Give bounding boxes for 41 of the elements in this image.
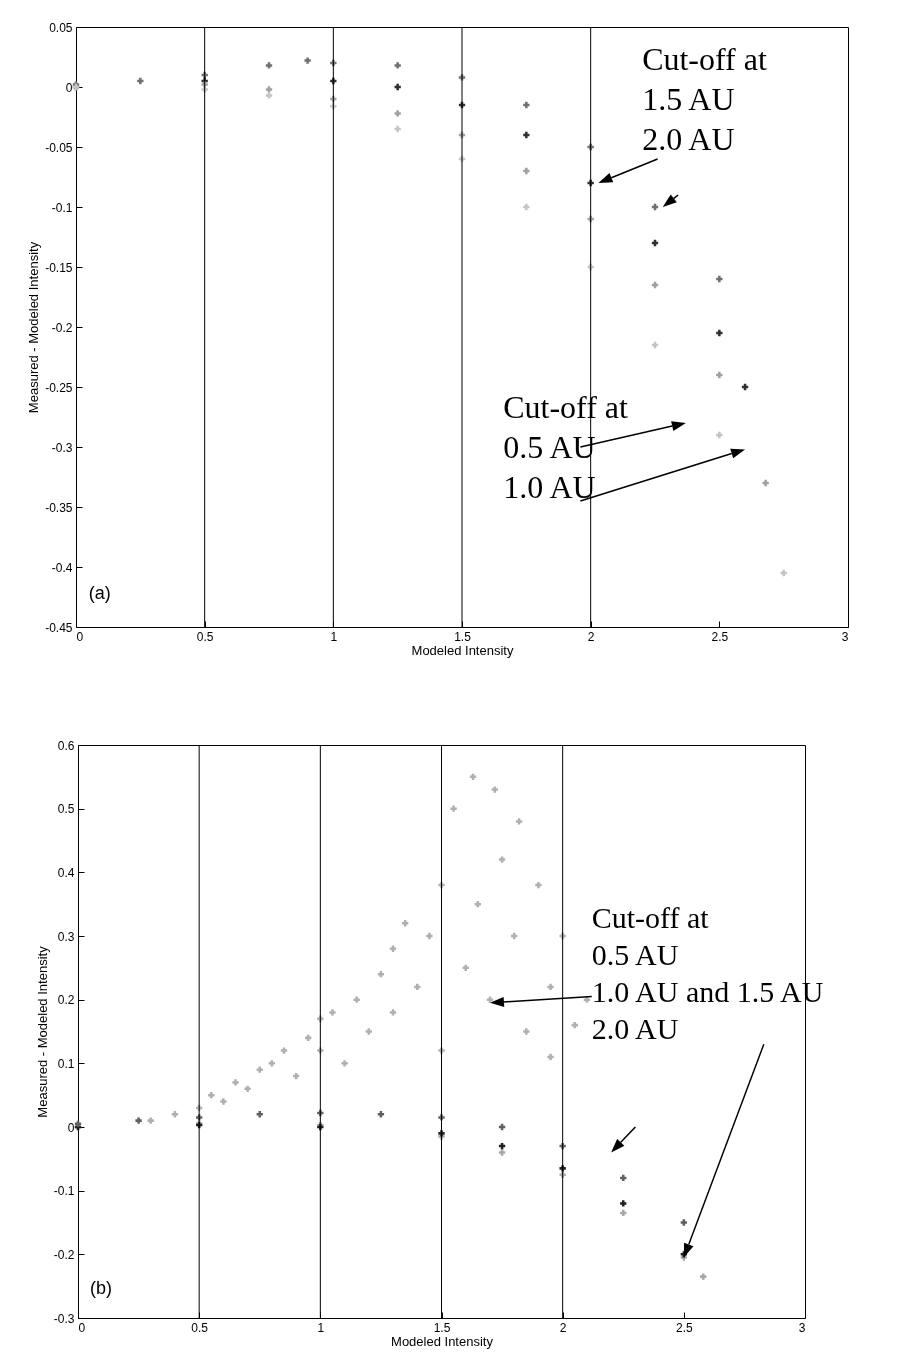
y-tick-label: -0.2 — [51, 320, 73, 335]
x-tick-label: 2.5 — [675, 1320, 693, 1335]
annotation: (b) — [90, 1277, 113, 1298]
x-tick-label: 3 — [798, 1320, 806, 1335]
x-tick-label: 1 — [317, 1320, 325, 1335]
y-tick-label: -0.1 — [51, 200, 73, 215]
x-tick-label: 3 — [841, 629, 849, 644]
y-tick-label: 0.2 — [57, 993, 75, 1008]
annotation: Cut-off at 1.5 AU 2.0 AU — [642, 41, 767, 157]
y-tick-label: -0.05 — [45, 140, 73, 155]
y-tick-label: 0 — [67, 1120, 75, 1135]
y-tick-label: 0.4 — [57, 865, 75, 880]
y-tick-label: -0.35 — [45, 500, 73, 515]
x-tick-label: 1 — [330, 629, 338, 644]
y-tick-label: 0.1 — [57, 1056, 75, 1071]
x-tick-label: 0.5 — [196, 629, 214, 644]
x-axis-title: Modeled Intensity — [391, 1333, 494, 1349]
x-axis-title: Modeled Intensity — [411, 642, 514, 658]
y-tick-label: -0.25 — [45, 380, 73, 395]
x-tick-label: 1.5 — [454, 629, 472, 644]
y-tick-label: 0 — [65, 80, 73, 95]
y-axis-title: Measured - Modeled Intensity — [26, 241, 42, 414]
y-tick-label: -0.1 — [53, 1184, 75, 1199]
annotation: (a) — [88, 583, 111, 603]
y-tick-label: -0.2 — [53, 1247, 75, 1262]
x-tick-label: 2 — [559, 1320, 567, 1335]
y-tick-label: 0.05 — [49, 20, 73, 35]
x-tick-label: 2.5 — [711, 629, 729, 644]
y-tick-label: 0.3 — [57, 929, 75, 944]
x-tick-label: 0.5 — [191, 1320, 209, 1335]
y-tick-label: -0.15 — [45, 260, 73, 275]
y-tick-label: -0.45 — [45, 620, 73, 635]
y-tick-label: -0.4 — [51, 560, 73, 575]
y-tick-label: 0.5 — [57, 802, 75, 817]
y-tick-label: -0.3 — [51, 440, 73, 455]
y-tick-label: -0.3 — [53, 1311, 75, 1326]
x-tick-label: 0 — [78, 1320, 86, 1335]
y-tick-label: 0.6 — [57, 738, 75, 753]
x-tick-label: 1.5 — [433, 1320, 451, 1335]
y-axis-title: Measured - Modeled Intensity — [34, 945, 50, 1118]
x-tick-label: 2 — [587, 629, 595, 644]
